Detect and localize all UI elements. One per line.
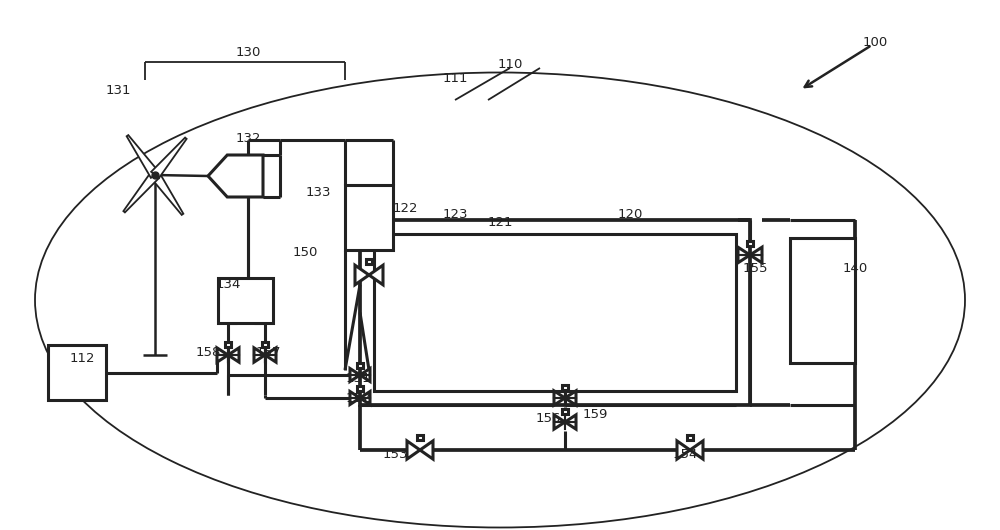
Text: 131: 131 [105, 84, 131, 96]
Text: 154: 154 [672, 448, 698, 462]
Text: 134: 134 [215, 278, 241, 292]
Text: 156: 156 [535, 411, 561, 425]
Bar [790, 238, 855, 363]
Polygon shape [151, 172, 183, 215]
Text: 100: 100 [862, 36, 888, 49]
Text: 153: 153 [382, 448, 408, 462]
Bar [360, 220, 750, 405]
Bar [345, 185, 393, 250]
Polygon shape [127, 135, 159, 178]
Polygon shape [350, 368, 360, 382]
Polygon shape [123, 172, 159, 213]
Text: 121: 121 [487, 216, 513, 228]
Bar [562, 409, 568, 414]
Polygon shape [407, 441, 420, 459]
Polygon shape [554, 415, 565, 429]
Text: 111: 111 [442, 72, 468, 84]
Text: 157: 157 [255, 346, 281, 358]
Bar [225, 342, 231, 347]
Polygon shape [228, 348, 239, 362]
Polygon shape [565, 391, 576, 405]
Polygon shape [554, 391, 565, 405]
Text: 133: 133 [305, 187, 331, 199]
Text: 140: 140 [842, 261, 868, 275]
Bar [747, 241, 753, 246]
Polygon shape [677, 441, 690, 459]
Polygon shape [360, 368, 370, 382]
Text: 151: 151 [345, 372, 371, 384]
Polygon shape [217, 348, 228, 362]
Text: 159: 159 [582, 409, 608, 421]
Polygon shape [355, 265, 369, 285]
Text: 112: 112 [69, 351, 95, 365]
Polygon shape [151, 138, 187, 178]
Polygon shape [360, 392, 370, 404]
Text: 122: 122 [392, 201, 418, 215]
Polygon shape [565, 415, 576, 429]
Polygon shape [420, 441, 433, 459]
Polygon shape [350, 392, 360, 404]
Text: 120: 120 [617, 208, 643, 222]
Text: 132: 132 [235, 131, 261, 145]
Text: 155: 155 [742, 261, 768, 275]
Bar [374, 234, 736, 391]
Bar [417, 435, 423, 440]
Text: 123: 123 [442, 208, 468, 222]
Ellipse shape [35, 73, 965, 527]
Bar [218, 278, 273, 323]
Bar [357, 363, 363, 367]
Bar [562, 385, 568, 390]
Bar [357, 385, 363, 391]
Polygon shape [254, 348, 265, 362]
Text: 158: 158 [195, 346, 221, 358]
Text: 110: 110 [497, 58, 523, 72]
Polygon shape [690, 441, 703, 459]
Text: 150: 150 [292, 245, 318, 259]
Bar [262, 342, 268, 347]
Polygon shape [265, 348, 276, 362]
Bar [687, 435, 693, 440]
Polygon shape [750, 247, 762, 263]
Polygon shape [369, 265, 383, 285]
Polygon shape [738, 247, 750, 263]
Text: 130: 130 [235, 46, 261, 58]
Bar [48, 345, 106, 400]
Bar [366, 259, 372, 264]
Polygon shape [208, 155, 263, 197]
Text: 152: 152 [345, 392, 371, 404]
